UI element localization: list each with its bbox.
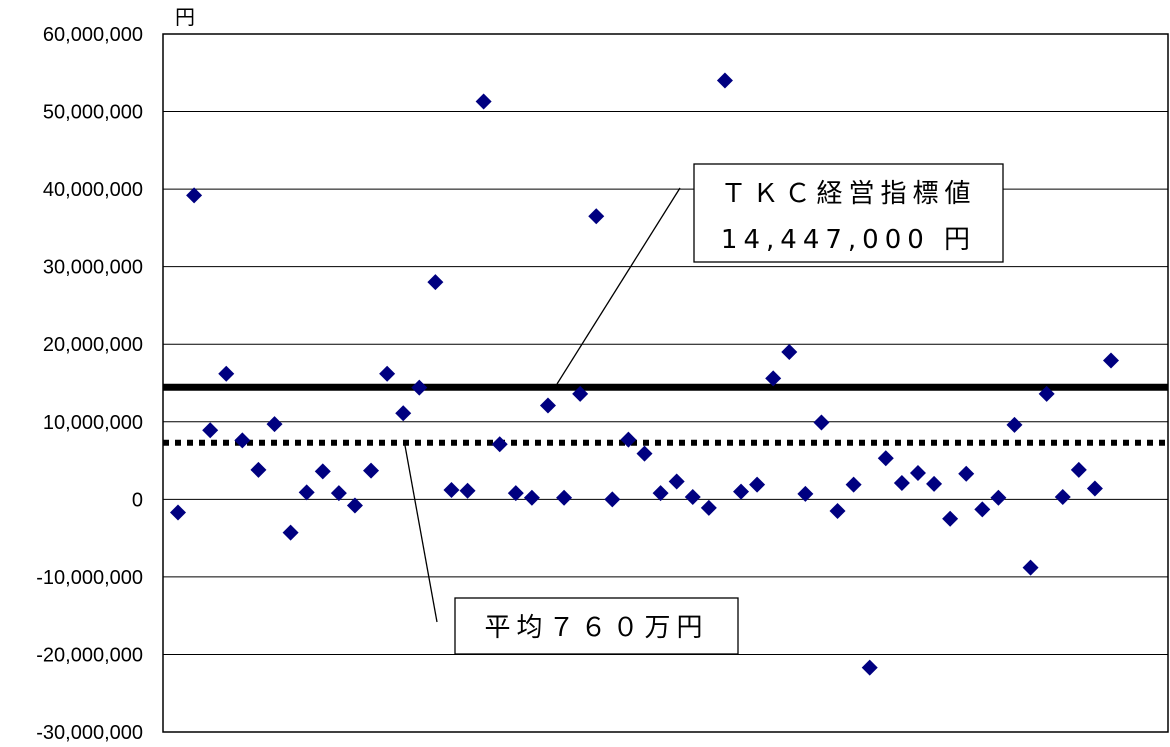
y-tick-label: 10,000,000 <box>43 412 143 434</box>
callout-label: 平均７６０万円 <box>484 613 708 643</box>
data-points <box>170 72 1119 676</box>
y-axis-unit-label: 円 <box>175 5 195 29</box>
data-point <box>475 93 492 110</box>
data-point <box>491 436 508 453</box>
data-point <box>733 483 750 500</box>
data-point <box>1070 461 1087 478</box>
data-point <box>346 497 363 514</box>
data-point <box>877 450 894 467</box>
data-point <box>765 370 782 387</box>
data-point <box>266 416 283 433</box>
y-tick-label: -10,000,000 <box>36 567 143 589</box>
data-point <box>1006 416 1023 433</box>
callout-label: 14,447,000 円 <box>721 225 976 255</box>
data-point <box>684 489 701 506</box>
data-point <box>1022 559 1039 576</box>
y-axis-tick-labels: 60,000,000 50,000,000 40,000,000 30,000,000… <box>36 24 143 744</box>
data-point <box>604 491 621 508</box>
y-tick-label: 30,000,000 <box>43 257 143 279</box>
y-tick-label: 60,000,000 <box>43 24 143 46</box>
y-tick-label: 40,000,000 <box>43 179 143 201</box>
data-point <box>668 473 685 490</box>
data-point <box>411 379 428 396</box>
callout-label: ＴＫＣ経営指標値 <box>720 179 976 209</box>
data-point <box>218 365 235 382</box>
data-point <box>909 464 926 481</box>
y-tick-label: 50,000,000 <box>43 102 143 124</box>
data-point <box>958 465 975 482</box>
data-point <box>588 208 605 225</box>
data-point <box>1038 385 1055 402</box>
data-point <box>749 476 766 493</box>
data-point <box>1054 489 1071 506</box>
data-point <box>298 484 315 501</box>
y-tick-label: -30,000,000 <box>36 722 143 744</box>
data-point <box>186 187 203 204</box>
data-point <box>990 489 1007 506</box>
data-point <box>507 485 524 502</box>
data-point <box>523 489 540 506</box>
callout-box <box>454 597 739 655</box>
data-point <box>234 432 251 449</box>
reference-lines <box>163 383 1168 446</box>
data-point <box>1103 352 1119 369</box>
data-point <box>829 502 846 519</box>
callout-leader-line <box>556 187 681 385</box>
data-point <box>652 485 669 502</box>
data-point <box>572 385 589 402</box>
data-point <box>845 476 862 493</box>
data-point <box>395 405 412 422</box>
data-point <box>556 489 573 506</box>
data-point <box>1086 480 1103 497</box>
data-point <box>427 274 444 291</box>
data-point <box>539 397 556 414</box>
callout-leader-line <box>403 439 438 623</box>
data-point <box>781 343 798 360</box>
data-point <box>282 524 299 541</box>
y-tick-label: -20,000,000 <box>36 644 143 666</box>
data-point <box>716 72 733 89</box>
callout-box <box>693 163 1004 263</box>
data-point <box>443 482 460 499</box>
data-point <box>620 431 637 448</box>
data-point <box>942 510 959 527</box>
data-point <box>926 475 943 492</box>
data-point <box>314 463 331 480</box>
data-point <box>170 504 186 521</box>
plot-area-frame <box>162 33 1169 733</box>
data-point <box>330 485 347 502</box>
data-point <box>797 485 814 502</box>
data-point <box>974 501 991 518</box>
y-tick-label: 20,000,000 <box>43 334 143 356</box>
data-point <box>813 414 830 431</box>
gridlines <box>163 111 1168 655</box>
y-tick-label: 0 <box>132 489 143 511</box>
data-point <box>250 461 267 478</box>
data-point <box>861 659 878 676</box>
data-point <box>893 475 910 492</box>
data-point <box>700 499 717 516</box>
data-point <box>636 445 653 462</box>
data-point <box>202 422 219 439</box>
data-point <box>363 462 380 479</box>
data-point <box>379 365 396 382</box>
data-point <box>459 482 476 499</box>
